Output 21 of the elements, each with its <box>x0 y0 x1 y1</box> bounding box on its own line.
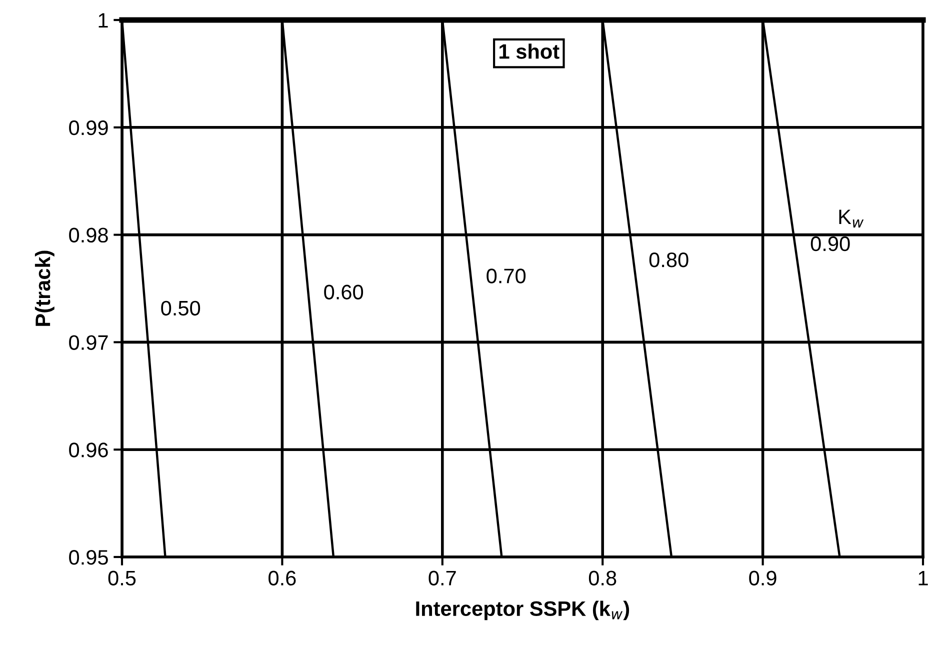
y-tick-label: 1 <box>98 13 108 28</box>
y-tick-label: 0.96 <box>69 442 108 458</box>
series-label: 0.50 <box>161 300 200 316</box>
x-tick-label: 0.8 <box>588 570 616 586</box>
series-label: 0.60 <box>324 284 364 300</box>
x-axis-title: Interceptor SSPK (k$_{w}$) <box>416 600 630 620</box>
y-tick-label: 0.95 <box>69 550 108 565</box>
y-tick-label: 0.99 <box>69 120 108 136</box>
x-tick-label: 0.9 <box>749 570 776 586</box>
x-tick-label: 0.7 <box>428 570 456 586</box>
x-tick-label: 0.5 <box>108 570 136 586</box>
annotation: K$_{w}$ <box>839 210 864 228</box>
series-label: 0.80 <box>649 252 688 268</box>
x-tick-label: 1 <box>918 570 928 586</box>
y-axis-title: P(track) <box>34 250 54 326</box>
y-tick-label: 0.97 <box>69 335 108 350</box>
y-tick-label: 0.98 <box>69 228 108 243</box>
annotation: 1 shot <box>500 44 560 59</box>
series-label: 0.70 <box>486 268 526 284</box>
series-label: 0.90 <box>810 236 850 252</box>
x-tick-label: 0.6 <box>268 570 296 586</box>
